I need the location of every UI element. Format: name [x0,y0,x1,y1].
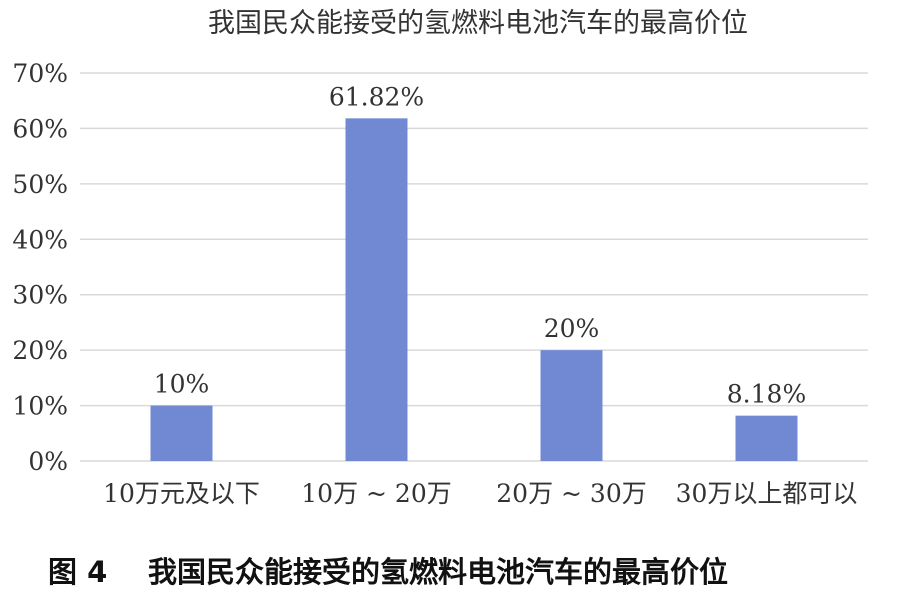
y-tick-label: 30% [12,281,68,310]
figure-label: 图 4 [48,555,107,589]
y-tick-label: 10% [12,392,68,421]
data-label: 20% [544,314,600,343]
data-label: 10% [154,370,210,399]
y-tick-label: 60% [12,114,68,143]
chart-title: 我国民众能接受的氢燃料电池汽车的最高价位 [208,8,748,39]
y-tick-label: 40% [12,225,68,254]
x-tick-label: 30万以上都可以 [676,479,858,508]
y-tick-label: 50% [12,170,68,199]
bar [150,405,213,461]
y-tick-label: 20% [12,336,68,365]
figure-caption: 我国民众能接受的氢燃料电池汽车的最高价位 [148,555,728,589]
y-tick-label: 0% [28,447,68,476]
x-tick-label: 20万 ~ 30万 [496,479,646,508]
bar [345,118,408,461]
x-tick-label: 10万 ~ 20万 [301,479,451,508]
y-tick-label: 70% [12,59,68,88]
bar [540,350,603,461]
data-label: 8.18% [727,380,806,409]
data-label: 61.82% [329,82,424,111]
x-tick-label: 10万元及以下 [103,479,260,508]
bar [735,415,798,461]
